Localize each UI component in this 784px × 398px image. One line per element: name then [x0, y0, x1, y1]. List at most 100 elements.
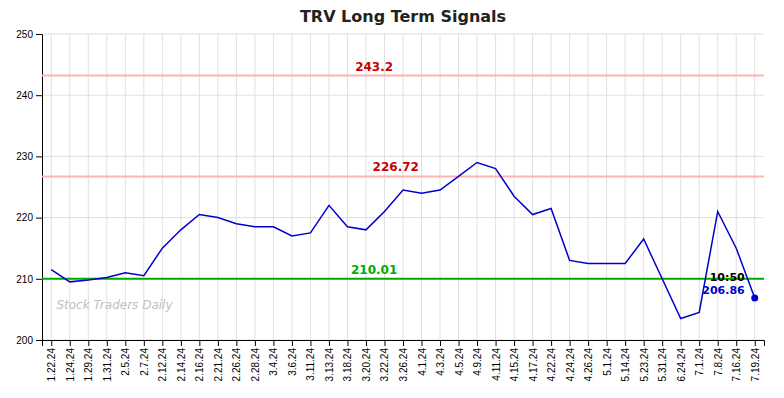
grid-line-x — [532, 34, 533, 340]
tick: 2.26.24 — [231, 340, 242, 381]
grid-line-x — [236, 34, 237, 340]
tick-label: 2.28.24 — [250, 348, 261, 382]
tick-label: 2.14.24 — [176, 348, 187, 382]
tick-mark — [681, 340, 682, 346]
tick-label: 4.1.24 — [417, 348, 428, 376]
tick-label: 4.17.24 — [528, 348, 539, 382]
grid-line-x — [143, 34, 144, 340]
tick-mark — [292, 340, 293, 346]
tick: 200 — [16, 335, 42, 346]
grid — [42, 34, 764, 340]
tick-label: 4.22.24 — [546, 348, 557, 382]
tick-mark — [255, 340, 256, 346]
tick-label: 3.26.24 — [398, 348, 409, 382]
grid-line-x — [162, 34, 163, 340]
tick: 1.22.24 — [46, 340, 57, 381]
grid-line-x — [699, 34, 700, 340]
tick-mark — [107, 340, 108, 346]
tick: 4.15.24 — [509, 340, 520, 381]
grid-line-x — [310, 34, 311, 340]
tick: 3.26.24 — [398, 340, 409, 381]
reference-line — [42, 278, 764, 280]
tick-label: 4.24.24 — [565, 348, 576, 382]
tick: 4.24.24 — [565, 340, 576, 381]
tick-mark — [422, 340, 423, 346]
tick-label: 4.26.24 — [583, 348, 594, 382]
tick: 5.23.24 — [639, 340, 650, 381]
tick-label: 7.16.24 — [731, 348, 742, 382]
axis-domain — [43, 341, 765, 347]
grid-line-x — [551, 34, 552, 340]
tick-mark — [366, 340, 367, 346]
tick: 2.5.24 — [120, 340, 131, 376]
tick-mark — [36, 156, 42, 157]
tick-label: 3.6.24 — [287, 348, 298, 376]
tick: 5.31.24 — [657, 340, 668, 381]
reference-label: 210.01 — [351, 263, 397, 277]
grid-line-x — [199, 34, 200, 340]
point-annotation: 10:50 — [710, 271, 745, 284]
tick: 210 — [16, 274, 42, 285]
tick-label: 5.31.24 — [657, 348, 668, 382]
tick-mark — [36, 218, 42, 219]
tick-mark — [551, 340, 552, 346]
tick-mark — [36, 95, 42, 96]
tick: 7.16.24 — [731, 340, 742, 381]
tick-mark — [403, 340, 404, 346]
tick-mark — [662, 340, 663, 346]
grid-line-x — [51, 34, 52, 340]
tick-mark — [236, 340, 237, 346]
tick: 220 — [16, 212, 42, 223]
tick: 2.12.24 — [157, 340, 168, 381]
grid-line-x — [291, 34, 292, 340]
tick-mark — [162, 340, 163, 346]
tick-label: 3.4.24 — [268, 348, 279, 376]
grid-line-x — [569, 34, 570, 340]
y-axis: 200210220230240250 — [16, 29, 42, 346]
tick: 7.8.24 — [713, 340, 724, 376]
reference-line — [42, 75, 764, 77]
tick-label: 210 — [16, 274, 33, 285]
tick-mark — [699, 340, 700, 346]
tick-mark — [181, 340, 182, 346]
tick-label: 5.1.24 — [602, 348, 613, 376]
tick: 7.1.24 — [694, 340, 705, 376]
plot: 1.22.241.24.241.29.241.31.242.5.242.7.24… — [16, 29, 764, 382]
tick-label: 7.8.24 — [713, 348, 724, 376]
tick-label: 240 — [16, 90, 33, 101]
grid-line-x — [514, 34, 515, 340]
tick-mark — [36, 279, 42, 280]
grid-line-x — [680, 34, 681, 340]
tick-label: 200 — [16, 335, 33, 346]
grid-line-x — [365, 34, 366, 340]
tick: 6.24.24 — [676, 340, 687, 381]
tick-mark — [755, 340, 756, 346]
tick-mark — [70, 340, 71, 346]
tick: 4.26.24 — [583, 340, 594, 381]
chart: 1.22.241.24.241.29.241.31.242.5.242.7.24… — [0, 0, 784, 398]
tick-mark — [496, 340, 497, 346]
grid-line-x — [625, 34, 626, 340]
tick: 4.17.24 — [528, 340, 539, 381]
tick-label: 5.23.24 — [639, 348, 650, 382]
grid-line-x — [458, 34, 459, 340]
grid-line-x — [347, 34, 348, 340]
tick: 2.28.24 — [250, 340, 261, 381]
data-line — [51, 163, 754, 319]
grid-line-x — [180, 34, 181, 340]
grid-line-y — [42, 278, 764, 279]
tick-label: 2.12.24 — [157, 348, 168, 382]
grid-line-x — [273, 34, 274, 340]
grid-line-x — [477, 34, 478, 340]
tick: 1.29.24 — [83, 340, 94, 381]
tick-label: 5.14.24 — [620, 348, 631, 382]
tick-label: 2.21.24 — [213, 348, 224, 382]
tick-label: 3.22.24 — [379, 348, 390, 382]
tick: 7.19.24 — [750, 340, 761, 381]
tick-mark — [718, 340, 719, 346]
tick-mark — [459, 340, 460, 346]
tick-mark — [384, 340, 385, 346]
tick-mark — [273, 340, 274, 346]
tick-mark — [347, 340, 348, 346]
tick-label: 3.13.24 — [324, 348, 335, 382]
